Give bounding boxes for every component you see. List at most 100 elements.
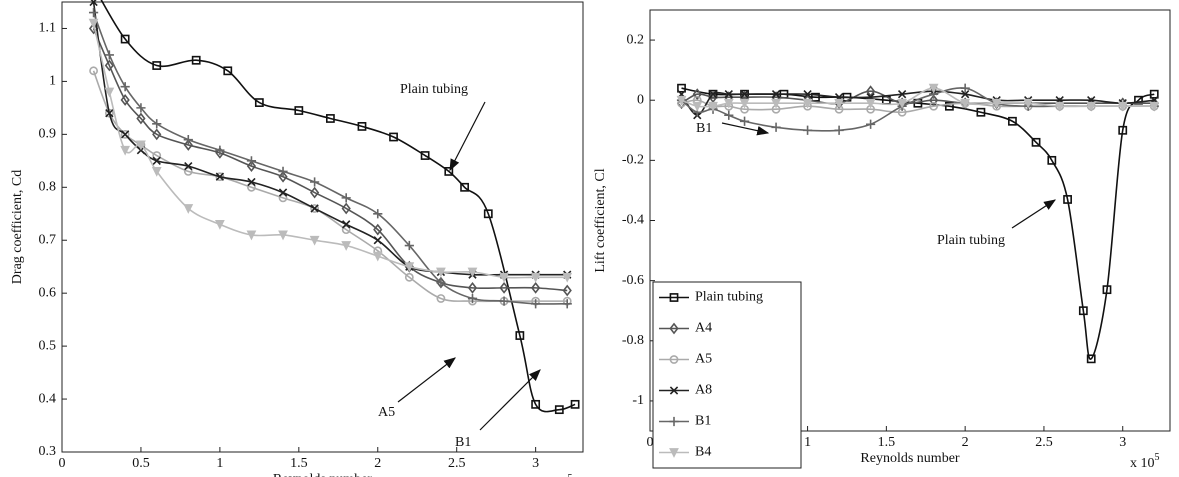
- marker: [960, 98, 971, 109]
- annotation-arrow: [397, 357, 456, 403]
- marker: [562, 272, 573, 283]
- marker: [483, 209, 493, 219]
- x-tick-label: 1: [216, 456, 223, 471]
- legend-label: Plain tubing: [695, 290, 763, 305]
- marker: [708, 101, 718, 112]
- annotation: Plain tubing: [937, 233, 1005, 248]
- marker: [246, 160, 257, 173]
- marker: [183, 139, 193, 151]
- y-tick-label: 1: [49, 74, 56, 89]
- x-tick-label: 3: [1119, 435, 1126, 450]
- x-tick-label: 0: [647, 435, 654, 450]
- marker: [278, 230, 288, 241]
- marker: [120, 94, 130, 106]
- marker: [152, 156, 161, 165]
- marker: [1063, 195, 1072, 204]
- marker: [120, 129, 130, 139]
- legend-marker: [669, 322, 679, 335]
- y-axis-label: Drag coefficient, Cd: [10, 170, 25, 284]
- marker: [708, 90, 718, 99]
- x-axis-label: Reynolds number: [860, 451, 959, 466]
- marker: [692, 101, 703, 112]
- marker: [136, 112, 146, 125]
- marker: [724, 90, 733, 99]
- x-axis-label: Reynolds number: [273, 472, 372, 477]
- y-tick-label: 0.5: [39, 338, 57, 353]
- marker: [1078, 306, 1088, 316]
- annotation: B1: [455, 435, 471, 450]
- y-tick-label: -0.6: [622, 273, 644, 288]
- marker: [309, 186, 320, 199]
- marker: [341, 202, 351, 215]
- x-scale-label: x 105: [1130, 452, 1160, 471]
- marker: [373, 236, 382, 245]
- marker: [104, 59, 114, 72]
- marker: [341, 193, 351, 203]
- marker: [247, 177, 256, 187]
- marker: [554, 405, 564, 415]
- series-line: [92, 12, 568, 305]
- marker: [724, 110, 734, 120]
- series-line: [100, 0, 576, 413]
- y-tick-label: 0.6: [39, 285, 57, 300]
- marker: [278, 188, 288, 197]
- legend-label: A5: [695, 352, 712, 367]
- legend-marker: [669, 416, 679, 427]
- marker: [309, 235, 320, 246]
- marker: [341, 225, 351, 235]
- marker: [120, 82, 130, 92]
- x-tick-label: 2.5: [1035, 435, 1053, 450]
- marker: [1008, 116, 1017, 126]
- marker: [802, 98, 813, 109]
- y-tick-label: 0.4: [39, 391, 57, 406]
- marker: [1086, 354, 1096, 364]
- series-line: [92, 70, 568, 303]
- y-axis-label: Lift coefficient, Cl: [593, 168, 608, 272]
- legend-box: [652, 281, 802, 469]
- marker: [1031, 137, 1041, 147]
- marker: [467, 267, 478, 278]
- marker: [294, 106, 304, 115]
- marker: [897, 98, 908, 109]
- marker: [739, 116, 750, 126]
- x-scale-base: x 10: [1130, 456, 1155, 471]
- marker: [929, 101, 939, 111]
- x-tick-label: 2: [374, 456, 381, 471]
- marker: [530, 272, 541, 283]
- marker: [183, 167, 193, 176]
- marker: [152, 128, 162, 141]
- marker: [960, 83, 970, 93]
- marker: [246, 156, 257, 166]
- marker: [1086, 101, 1097, 112]
- marker: [88, 18, 99, 29]
- marker: [865, 98, 876, 109]
- legend-marker: [669, 386, 679, 395]
- marker: [310, 204, 320, 213]
- annotation-arrow: [1011, 199, 1057, 229]
- series-line: [681, 87, 1155, 360]
- marker: [404, 272, 414, 282]
- y-tick-label: 0.2: [627, 32, 645, 47]
- marker: [1054, 101, 1065, 112]
- x-scale-exponent: 5: [1155, 452, 1160, 463]
- annotation: Plain tubing: [400, 82, 468, 97]
- annotation-arrow: [721, 122, 770, 136]
- y-tick-label: 0: [637, 92, 644, 107]
- x-tick-label: 0.5: [132, 456, 150, 471]
- marker: [214, 219, 225, 230]
- marker: [515, 331, 525, 340]
- marker: [436, 277, 446, 288]
- marker: [1149, 101, 1160, 112]
- marker: [215, 145, 225, 155]
- marker: [771, 122, 781, 132]
- marker: [152, 151, 162, 160]
- plot: 00.511.522.53-1-0.8-0.6-0.4-0.200.2Reyno…: [593, 9, 1171, 471]
- marker: [677, 83, 686, 93]
- marker: [152, 119, 162, 129]
- marker: [976, 107, 986, 117]
- marker: [278, 193, 288, 203]
- marker: [278, 166, 288, 177]
- marker: [929, 94, 939, 107]
- marker: [357, 122, 367, 131]
